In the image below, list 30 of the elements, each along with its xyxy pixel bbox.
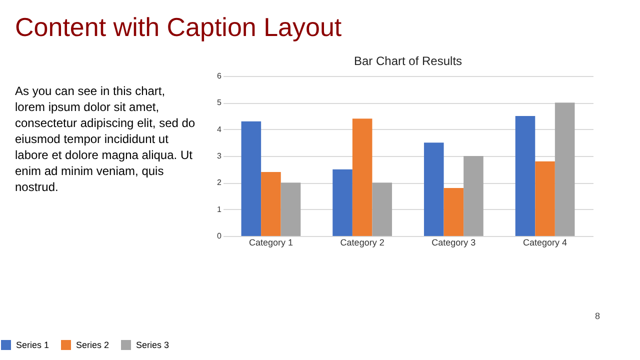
bar (280, 182, 301, 236)
legend-label: Series 1 (16, 340, 50, 350)
text: As you can see in this chart, lorem ipsum dolor sit amet, consectetur adipiscing elit, sed do eiusmod tempor incididunt ut labore et dolore magna aliqua. Ut enim ad minim veniam, quis nostrud. (15, 84, 196, 194)
bar (554, 102, 575, 236)
x-tick-label: Category 3 (432, 238, 476, 248)
y-tick-label: 4 (217, 124, 222, 134)
text: 8 (594, 311, 600, 321)
bar (424, 142, 444, 236)
chart-subtitle: Bar Chart of Results (354, 54, 462, 68)
x-tick-label: Category 1 (248, 238, 293, 248)
y-tick-label: 3 (217, 152, 222, 160)
legend-label: Series 3 (136, 340, 170, 350)
bar (261, 172, 281, 236)
bar (515, 116, 536, 236)
x-tick-label: Category 2 (340, 238, 384, 248)
legend-label: Series 2 (76, 340, 110, 350)
bar (332, 169, 352, 236)
y-tick-label: 2 (217, 178, 222, 188)
bar (535, 161, 555, 236)
y-tick-label: 0 (217, 232, 222, 240)
bar (464, 156, 484, 236)
x-tick-label: Category 4 (523, 238, 568, 248)
bar (372, 182, 392, 236)
bar (352, 118, 372, 236)
bar (444, 188, 464, 236)
y-tick-label: 6 (217, 72, 222, 80)
y-tick-label: 5 (217, 98, 222, 108)
bar (241, 121, 262, 236)
y-tick-label: 1 (217, 204, 222, 214)
chart-title: Content with Caption Layout (15, 12, 342, 42)
